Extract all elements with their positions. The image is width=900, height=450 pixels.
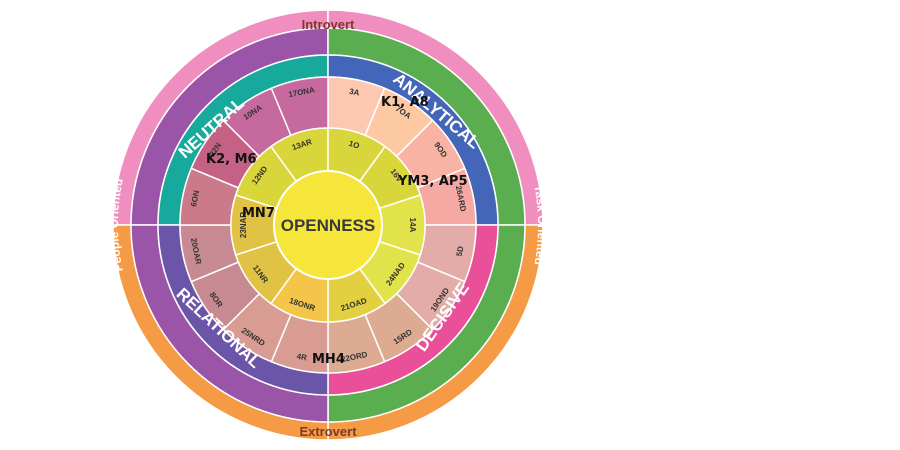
introvert-label: Introvert xyxy=(302,17,355,32)
center-disc xyxy=(273,170,383,280)
outer-segment-label: 4R xyxy=(296,352,308,363)
annotation-k1-a8: K1, A8 xyxy=(381,95,429,110)
extrovert-label: Extrovert xyxy=(299,424,357,439)
annotation-k2-m6: K2, M6 xyxy=(206,152,257,167)
outer-segment-label: 5D xyxy=(455,245,466,257)
task-oriented-label: Task Oriented xyxy=(531,184,549,267)
outer-ring xyxy=(112,9,544,441)
inner-segment-label: 14A xyxy=(408,218,417,233)
inner-segment-label: 1O xyxy=(348,139,361,151)
annotation-mh4: MH4 xyxy=(312,352,345,367)
center-label: OPENNESS xyxy=(281,216,375,235)
outer-segment-label: 6ON xyxy=(189,189,201,207)
people-oriented-label: People Oriented xyxy=(107,177,126,273)
annotation-ym3-ap5: YM3, AP5 xyxy=(397,174,468,189)
inner-segment-label: 23NAR xyxy=(239,212,248,238)
outer-segment-label: 3A xyxy=(349,87,361,98)
annotation-mn7: MN7 xyxy=(242,206,275,221)
outer-segment-ring: 3A7OA9OD26ARD5D19OND15RD22ORD4R25NRD8OR2… xyxy=(179,76,477,374)
